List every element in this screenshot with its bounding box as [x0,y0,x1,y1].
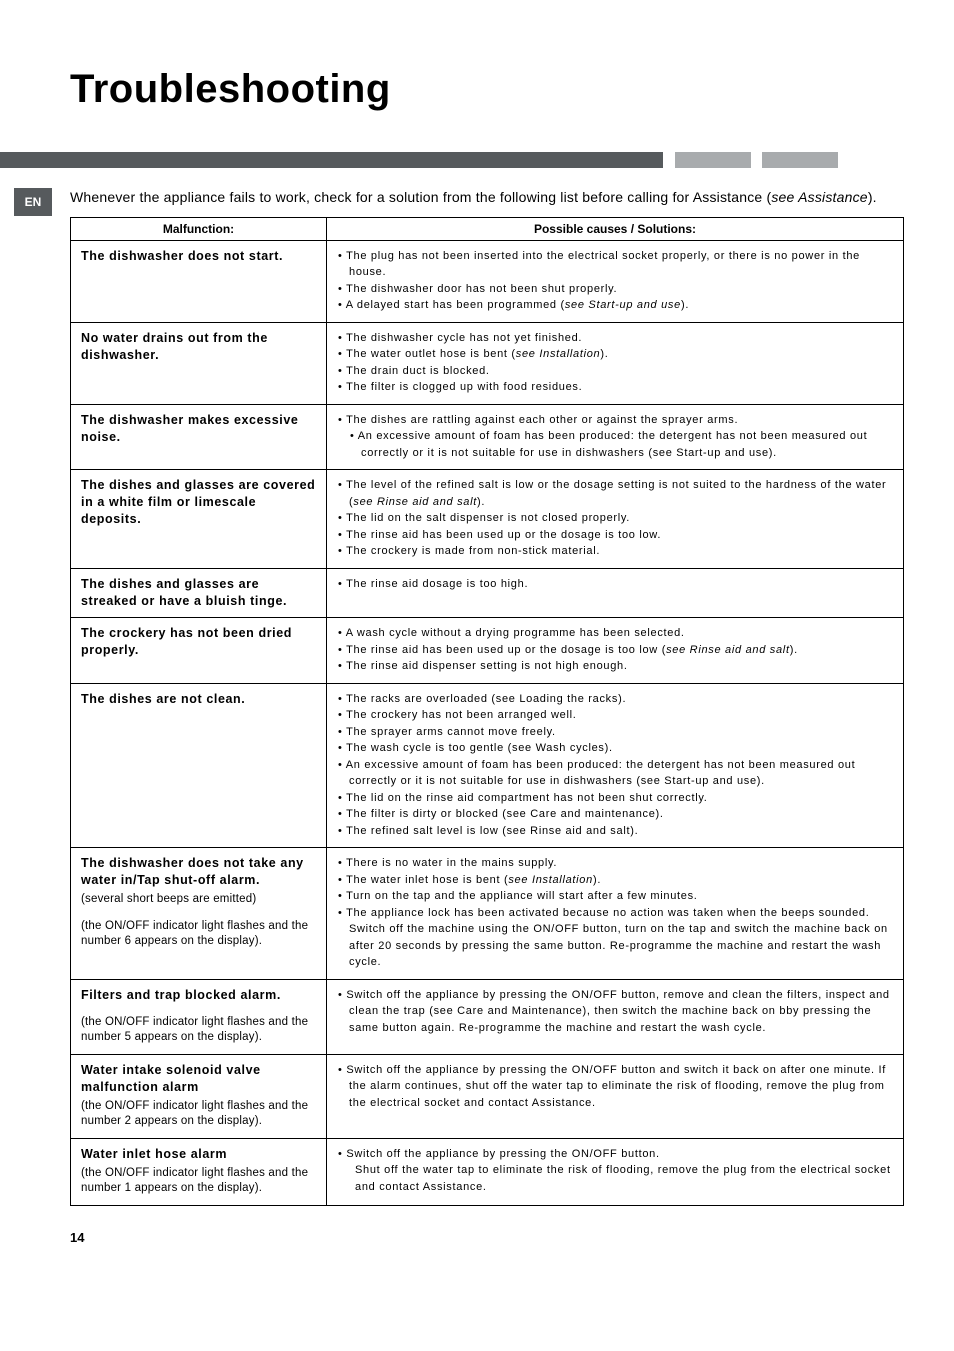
solution-item: The lid on the salt dispenser is not clo… [337,510,893,527]
table-row: Water inlet hose alarm(the ON/OFF indica… [71,1138,904,1205]
header-solutions: Possible causes / Solutions: [327,217,904,240]
solutions-cell: The racks are overloaded (see Loading th… [327,683,904,848]
decorative-band [0,152,904,168]
band-segment [675,152,751,168]
table-row: Water intake solenoid valve malfunction … [71,1054,904,1138]
solution-item: The sprayer arms cannot move freely. [337,724,893,741]
malfunction-cell: The dishes are not clean. [71,683,327,848]
solutions-cell: The rinse aid dosage is too high. [327,568,904,618]
table-row: Filters and trap blocked alarm.(the ON/O… [71,979,904,1054]
solution-item: The rinse aid dosage is too high. [337,576,893,593]
solutions-cell: Switch off the appliance by pressing the… [327,1138,904,1205]
solutions-cell: There is no water in the mains supply.Th… [327,848,904,980]
solution-item: The drain duct is blocked. [337,363,893,380]
solutions-cell: Switch off the appliance by pressing the… [327,979,904,1054]
table-row: No water drains out from the dishwasher.… [71,322,904,404]
solution-item: The wash cycle is too gentle (see Wash c… [337,740,893,757]
intro-italic: see Assistance [771,189,867,205]
malfunction-cell: The crockery has not been dried properly… [71,618,327,684]
solution-item: The dishwasher door has not been shut pr… [337,281,893,298]
solution-item: An excessive amount of foam has been pro… [337,428,893,461]
intro-text: Whenever the appliance fails to work, ch… [70,188,904,207]
solutions-cell: The level of the refined salt is low or … [327,470,904,569]
malfunction-cell: The dishwasher does not start. [71,240,327,322]
solution-item: The water inlet hose is bent (see Instal… [337,872,893,889]
table-header-row: Malfunction: Possible causes / Solutions… [71,217,904,240]
table-row: The dishwasher makes excessive noise. The… [71,404,904,470]
troubleshooting-page: Troubleshooting EN Whenever the applianc… [0,0,954,1275]
solution-item: The appliance lock has been activated be… [337,905,893,971]
table-row: The dishwasher does not start. The plug h… [71,240,904,322]
solution-item: The rinse aid has been used up or the do… [337,642,893,659]
solution-item: The dishes are rattling against each oth… [337,412,893,429]
page-number: 14 [70,1230,904,1245]
solution-item: The lid on the rinse aid compartment has… [337,790,893,807]
solution-item: The refined salt level is low (see Rinse… [337,823,893,840]
table-row: The dishwasher does not take any water i… [71,848,904,980]
solution-item: The racks are overloaded (see Loading th… [337,691,893,708]
solution-item: An excessive amount of foam has been pro… [337,757,893,790]
solutions-cell: The dishwasher cycle has not yet finishe… [327,322,904,404]
solutions-cell: Switch off the appliance by pressing the… [327,1054,904,1138]
malfunction-cell: Filters and trap blocked alarm.(the ON/O… [71,979,327,1054]
solution-item: The rinse aid dispenser setting is not h… [337,658,893,675]
band-segment [838,152,904,168]
table-row: The crockery has not been dried properly… [71,618,904,684]
solution-item: There is no water in the mains supply. [337,855,893,872]
solution-item: A wash cycle without a drying programme … [337,625,893,642]
malfunction-cell: The dishes and glasses are streaked or h… [71,568,327,618]
band-segment [751,152,762,168]
solution-item: The water outlet hose is bent (see Insta… [337,346,893,363]
table-row: The dishes and glasses are streaked or h… [71,568,904,618]
solution-item: A delayed start has been programmed (see… [337,297,893,314]
solution-item: The crockery has not been arranged well. [337,707,893,724]
table-row: The dishes and glasses are covered in a … [71,470,904,569]
intro-post: ). [868,189,877,205]
troubleshooting-table: Malfunction: Possible causes / Solutions… [70,217,904,1206]
solutions-cell: The dishes are rattling against each oth… [327,404,904,470]
malfunction-cell: Water intake solenoid valve malfunction … [71,1054,327,1138]
solution-item: The filter is dirty or blocked (see Care… [337,806,893,823]
malfunction-cell: The dishwasher does not take any water i… [71,848,327,980]
malfunction-cell: No water drains out from the dishwasher. [71,322,327,404]
solution-item: The rinse aid has been used up or the do… [337,527,893,544]
band-segment [663,152,674,168]
band-segment [0,152,663,168]
table-row: The dishes are not clean. The racks are o… [71,683,904,848]
malfunction-cell: The dishwasher makes excessive noise. [71,404,327,470]
header-malfunction: Malfunction: [71,217,327,240]
language-badge: EN [14,188,52,216]
band-segment [762,152,838,168]
solution-item: Switch off the appliance by pressing the… [337,1062,893,1112]
solution-item: Switch off the appliance by pressing the… [337,1146,893,1163]
malfunction-cell: Water inlet hose alarm(the ON/OFF indica… [71,1138,327,1205]
solution-item: The dishwasher cycle has not yet finishe… [337,330,893,347]
solution-item: The level of the refined salt is low or … [337,477,893,510]
solutions-cell: The plug has not been inserted into the … [327,240,904,322]
malfunction-cell: The dishes and glasses are covered in a … [71,470,327,569]
page-title: Troubleshooting [70,67,904,112]
solution-item: Turn on the tap and the appliance will s… [337,888,893,905]
solutions-cell: A wash cycle without a drying programme … [327,618,904,684]
solution-item: The crockery is made from non-stick mate… [337,543,893,560]
solution-item: The plug has not been inserted into the … [337,248,893,281]
intro-pre: Whenever the appliance fails to work, ch… [70,189,771,205]
solution-item: Shut off the water tap to eliminate the … [337,1162,893,1195]
solution-item: Switch off the appliance by pressing the… [337,987,893,1037]
solution-item: The filter is clogged up with food resid… [337,379,893,396]
